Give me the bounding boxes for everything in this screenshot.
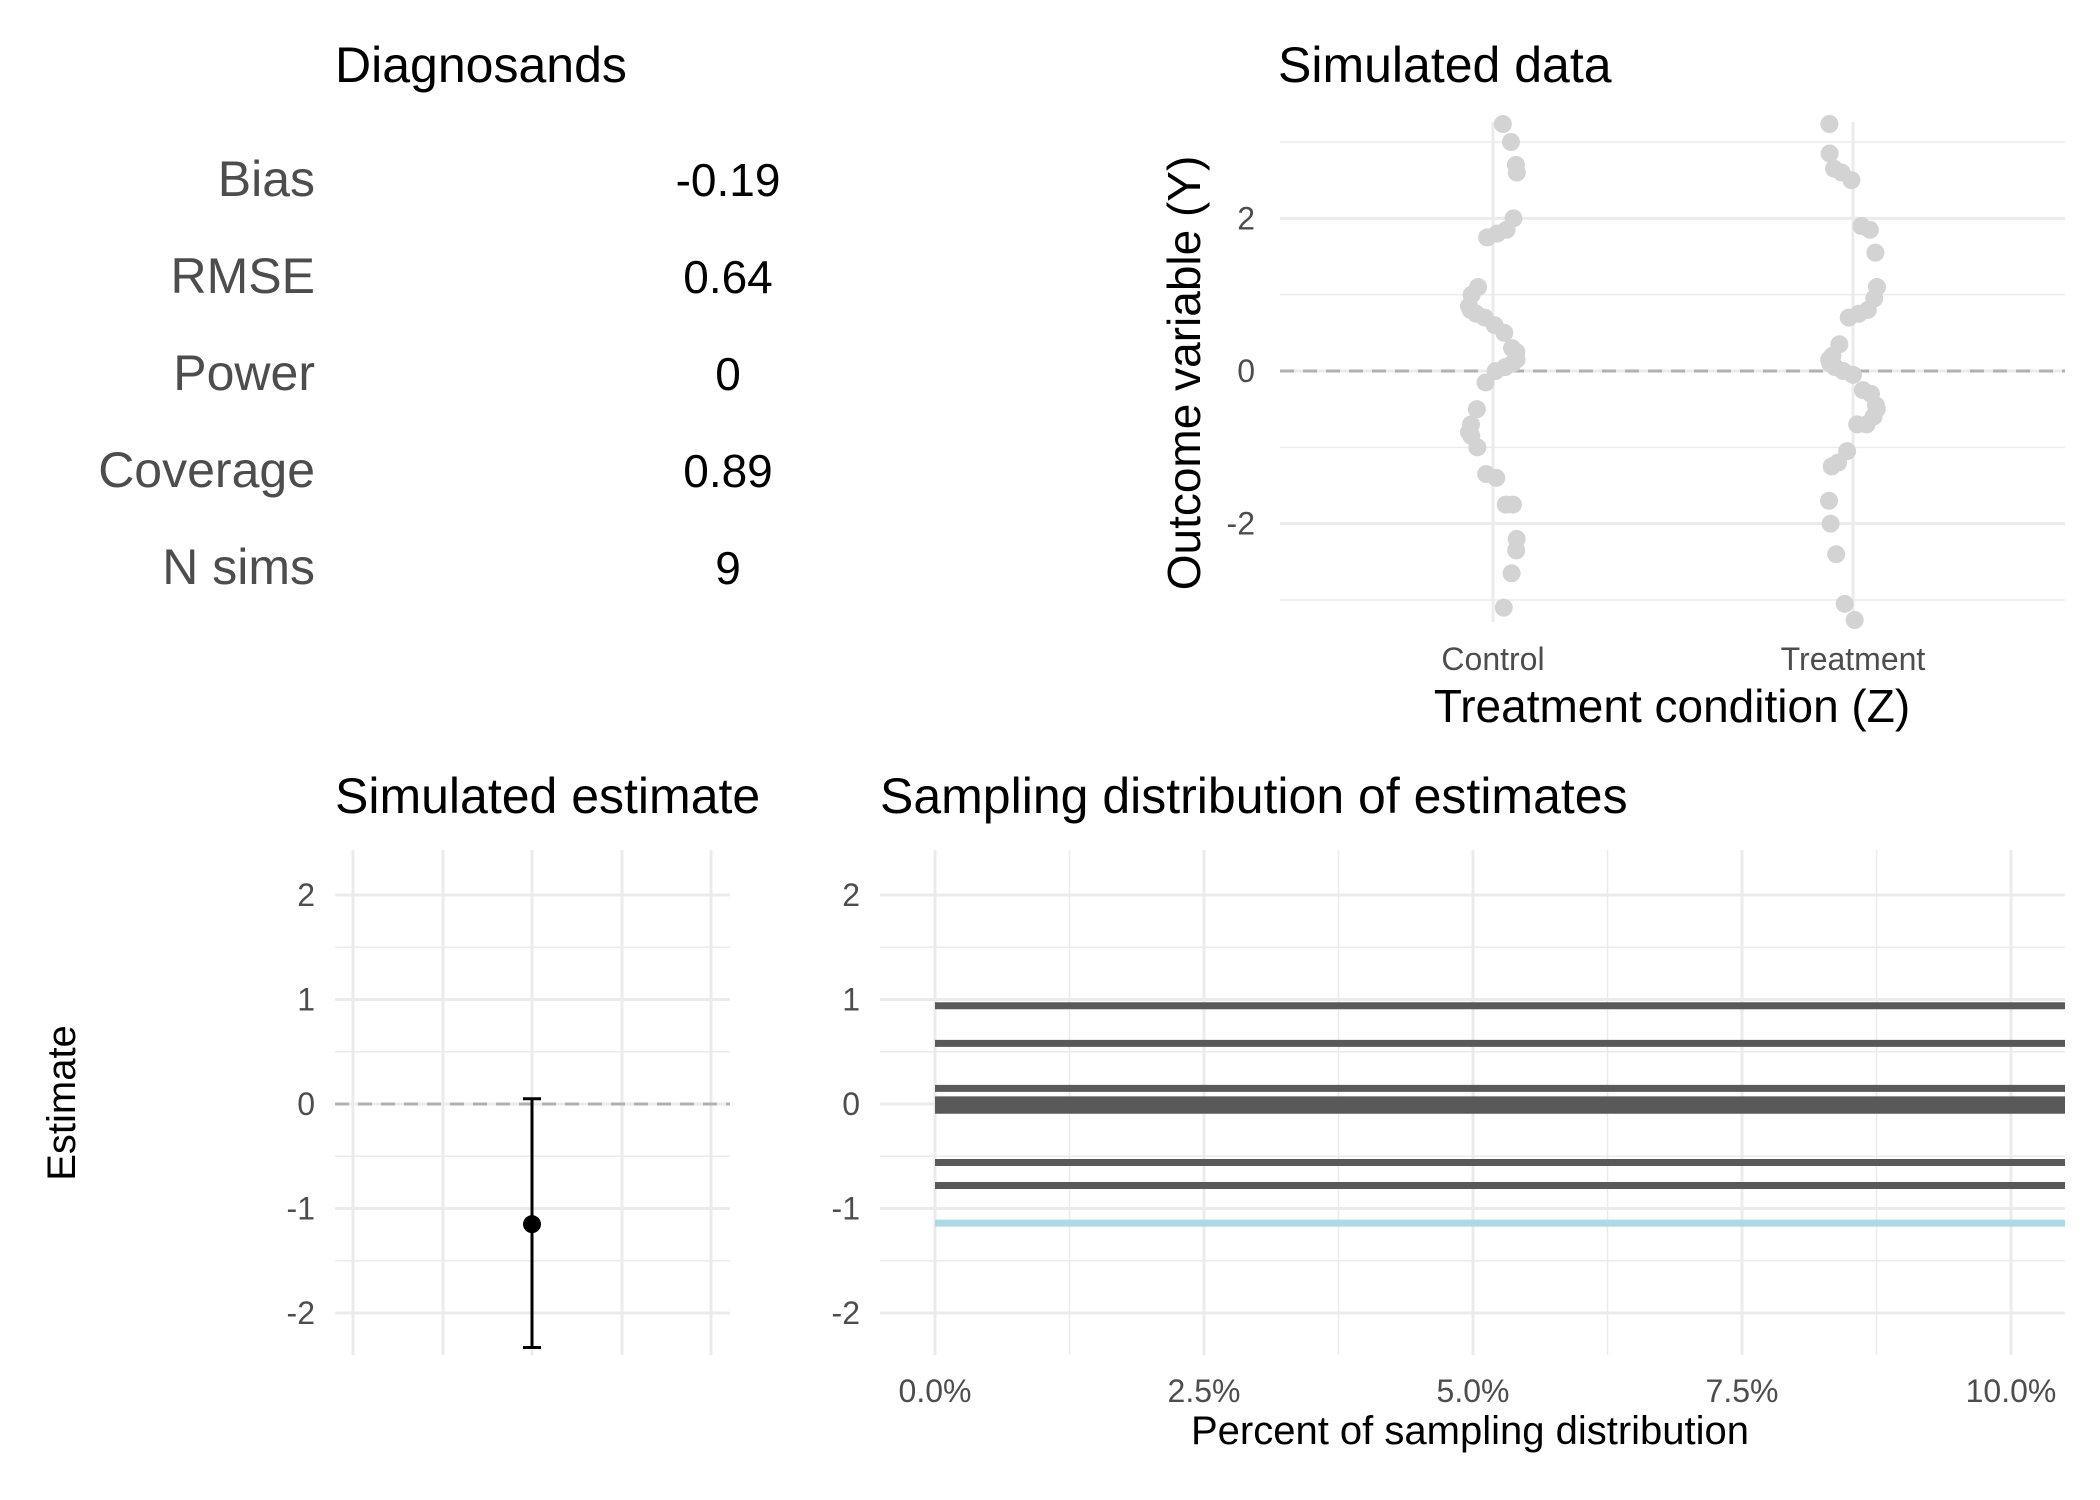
sampling-distribution-title: Sampling distribution of estimates <box>880 768 1628 824</box>
y-tick-label: 2 <box>297 877 315 913</box>
data-point <box>1820 491 1839 510</box>
y-tick-label: -2 <box>287 1295 315 1331</box>
y-tick-label: -1 <box>832 1191 860 1227</box>
x-tick-label: 5.0% <box>1437 1373 1510 1409</box>
data-point <box>1507 163 1526 182</box>
data-point <box>1487 468 1506 487</box>
data-point <box>1467 400 1486 419</box>
data-point <box>1848 415 1867 434</box>
data-point <box>1476 373 1495 392</box>
y-tick-label: -2 <box>1227 506 1255 542</box>
data-point <box>1478 228 1497 247</box>
data-point <box>1822 457 1841 476</box>
simulated-data-x-tick-control: Control <box>1441 641 1544 677</box>
diagnosand-label-nsims: N sims <box>162 539 315 595</box>
data-point <box>1839 308 1858 327</box>
sampling-distribution-y-ticks: -2 -1 0 1 2 <box>832 877 860 1331</box>
diagnosand-label-rmse: RMSE <box>171 248 315 304</box>
data-point <box>1845 611 1864 629</box>
simulated-estimate-y-ticks: -2 -1 0 1 2 <box>287 877 315 1331</box>
diagnosands-panel: Diagnosands Bias -0.19 RMSE 0.64 Power 0… <box>98 37 780 595</box>
simulated-estimate-marks <box>523 1097 541 1349</box>
data-point <box>1866 243 1885 262</box>
diagnosand-row: Coverage 0.89 <box>98 442 773 498</box>
simulated-data-title: Simulated data <box>1278 37 1612 93</box>
data-point <box>1820 144 1839 163</box>
sampling-distribution-x-ticks: 0.0% 2.5% 5.0% 7.5% 10.0% <box>899 1373 2057 1409</box>
data-point <box>1495 323 1514 342</box>
diagnosand-value-rmse: 0.64 <box>683 251 773 303</box>
diagnosand-row: Bias -0.19 <box>218 151 781 207</box>
simulated-data-panel: Simulated data -2 0 2 Control Treatment Tr… <box>1158 37 2065 732</box>
x-tick-label: 7.5% <box>1706 1373 1779 1409</box>
diagnosand-value-coverage: 0.89 <box>683 445 773 497</box>
estimate-y-axis-title: Estimate <box>40 1025 84 1181</box>
y-tick-label: 1 <box>842 982 860 1018</box>
y-tick-label: 0 <box>1237 353 1255 389</box>
simulated-data-y-ticks: -2 0 2 <box>1227 200 1255 541</box>
data-point <box>1503 495 1522 514</box>
data-point <box>1493 115 1512 133</box>
y-tick-label: -1 <box>287 1191 315 1227</box>
simulated-data-y-axis-title: Outcome variable (Y) <box>1158 156 1210 591</box>
y-tick-label: 2 <box>842 877 860 913</box>
data-point <box>1844 365 1863 384</box>
simulated-data-x-tick-treatment: Treatment <box>1781 641 1926 677</box>
y-tick-label: 0 <box>297 1086 315 1122</box>
data-point <box>1827 545 1846 564</box>
y-tick-label: 0 <box>842 1086 860 1122</box>
diagnosand-row: Power 0 <box>173 345 741 401</box>
diagnosand-value-power: 0 <box>715 348 741 400</box>
y-tick-label: 1 <box>297 982 315 1018</box>
data-point <box>1835 594 1854 613</box>
diagnosand-label-coverage: Coverage <box>98 442 315 498</box>
data-point <box>1501 133 1520 151</box>
data-point <box>1860 220 1879 239</box>
simulated-estimate-title: Simulated estimate <box>335 768 760 824</box>
y-tick-label: -2 <box>832 1295 860 1331</box>
sampling-distribution-x-axis-title: Percent of sampling distribution <box>1191 1409 1749 1453</box>
diagnosand-value-bias: -0.19 <box>676 154 781 206</box>
estimate-point <box>523 1215 541 1234</box>
sampling-distribution-lines <box>935 1002 2065 1227</box>
sampling-distribution-panel: Sampling distribution of estimates -2 -1 0… <box>832 768 2065 1453</box>
diagnosand-label-bias: Bias <box>218 151 315 207</box>
y-tick-label: 2 <box>1237 200 1255 236</box>
diagnosand-label-power: Power <box>173 345 315 401</box>
diagnosand-value-nsims: 9 <box>715 542 741 594</box>
simulated-data-points <box>1460 115 1886 629</box>
x-tick-label: 0.0% <box>899 1373 972 1409</box>
data-point <box>1502 564 1521 583</box>
data-point <box>1821 514 1840 533</box>
diagnosands-title: Diagnosands <box>335 37 627 93</box>
diagnosand-row: RMSE 0.64 <box>171 248 773 304</box>
simulated-data-x-axis-title: Treatment condition (Z) <box>1434 680 1910 732</box>
data-point <box>1507 541 1526 560</box>
data-point <box>1468 438 1487 457</box>
x-tick-label: 2.5% <box>1168 1373 1241 1409</box>
x-tick-label: 10.0% <box>1966 1373 2057 1409</box>
simulated-estimate-panel: Simulated estimate -2 -1 0 1 2 Estimate <box>40 768 760 1355</box>
diagnosand-row: N sims 9 <box>162 539 741 595</box>
data-point <box>1494 598 1513 617</box>
data-point <box>1820 115 1839 133</box>
data-point <box>1842 171 1861 190</box>
